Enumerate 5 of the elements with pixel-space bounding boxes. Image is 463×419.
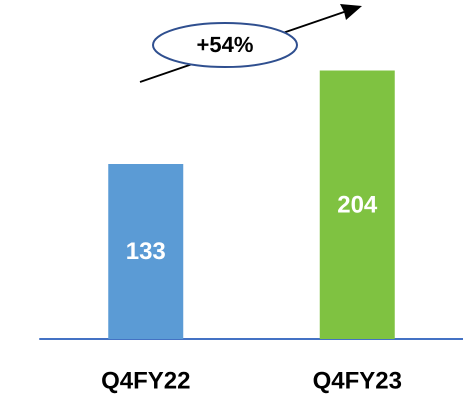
x-tick-label: Q4FY22	[101, 368, 190, 394]
data-label: 204	[337, 191, 378, 218]
x-tick-label: Q4FY23	[312, 368, 402, 394]
text: +54%	[196, 31, 254, 59]
data-label: 133	[126, 238, 166, 265]
